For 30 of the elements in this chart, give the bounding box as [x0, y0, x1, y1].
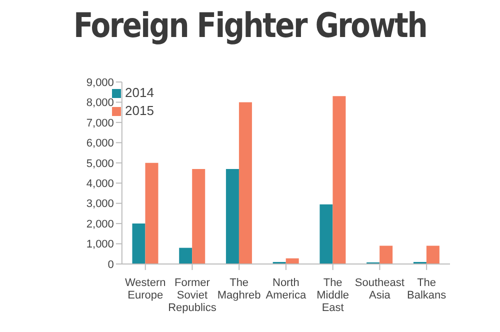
bar — [132, 224, 146, 264]
x-tick-label: Western Europe — [124, 276, 166, 302]
y-tick-label: 4,000 — [86, 178, 114, 190]
y-tick-label: 8,000 — [86, 97, 114, 110]
x-tick-label: The Balkans — [406, 276, 447, 302]
bar — [238, 102, 252, 264]
y-tick-label: 2,000 — [86, 218, 114, 230]
y-tick-label: 5,000 — [86, 158, 114, 170]
bar — [145, 162, 158, 264]
bar — [320, 204, 333, 264]
bar — [426, 246, 440, 264]
bar — [332, 96, 346, 264]
chart-title: Foreign Fighter Growth — [72, 6, 428, 46]
x-tick-label: The Middle East — [316, 276, 350, 314]
x-tick-label: North America — [266, 276, 308, 302]
y-tick-label: 3,000 — [86, 198, 114, 210]
y-tick-label: 7,000 — [86, 117, 114, 130]
y-tick-label: 6,000 — [86, 138, 114, 150]
legend-label: 2015 — [125, 103, 154, 118]
y-tick-label: 0 — [108, 258, 114, 271]
bar — [179, 248, 192, 264]
y-tick-label: 1,000 — [86, 238, 114, 251]
x-tick-label: The Maghreb — [217, 276, 261, 302]
bar — [192, 168, 206, 264]
y-tick-label: 9,000 — [86, 76, 114, 89]
bar — [380, 246, 393, 264]
legend-label: 2014 — [125, 85, 154, 100]
x-tick-label: Southeast Asia — [354, 276, 404, 302]
bar — [226, 168, 239, 264]
x-tick-label: Former Soviet Republics — [168, 276, 217, 314]
